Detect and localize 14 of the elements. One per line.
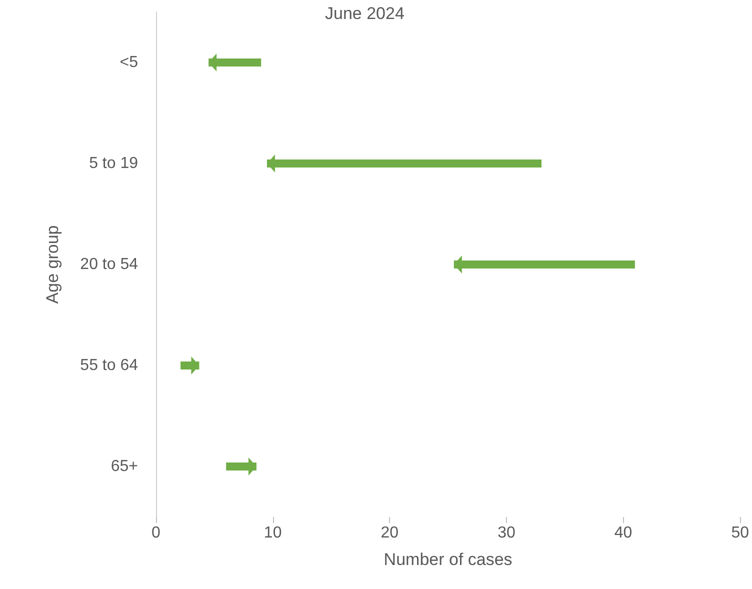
x-tick-label: 10 bbox=[264, 524, 282, 542]
y-tick-label: 5 to 19 bbox=[89, 155, 138, 172]
y-tick-label: 65+ bbox=[110, 458, 138, 475]
chart-title: June 2024 bbox=[325, 4, 404, 23]
y-tick-label: 55 to 64 bbox=[80, 357, 138, 374]
x-tick-label: 30 bbox=[498, 524, 516, 542]
y-tick-label: 20 to 54 bbox=[80, 256, 138, 273]
x-tick-label: 50 bbox=[731, 524, 750, 542]
x-tick-label: 20 bbox=[380, 524, 399, 542]
x-axis-title: Number of cases bbox=[384, 550, 512, 569]
y-tick-label: <5 bbox=[120, 54, 138, 71]
x-tick-label: 0 bbox=[152, 524, 161, 542]
x-tick-label: 40 bbox=[614, 524, 632, 542]
y-axis-title: Age group bbox=[43, 225, 62, 304]
